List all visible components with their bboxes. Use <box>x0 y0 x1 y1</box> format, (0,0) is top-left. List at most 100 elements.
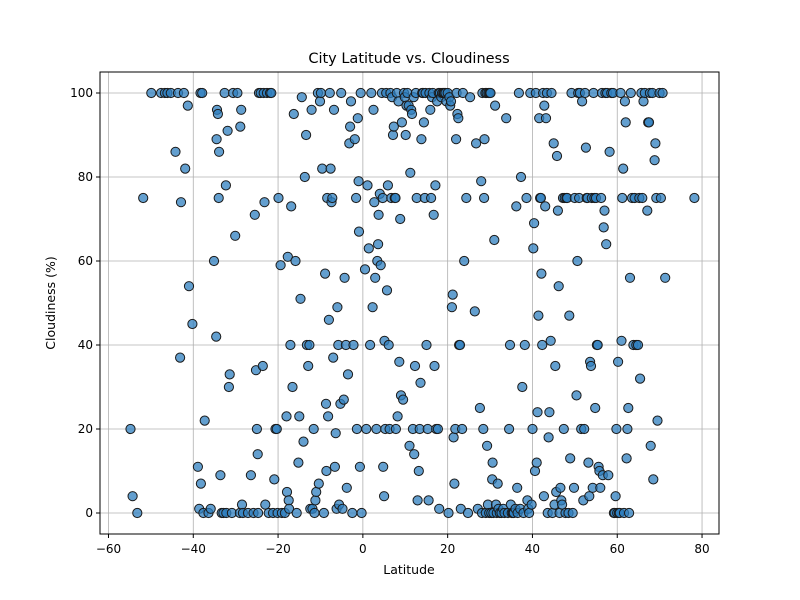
data-point <box>205 503 216 514</box>
data-point <box>232 87 243 99</box>
data-point <box>598 222 609 233</box>
data-point <box>313 478 324 489</box>
data-point <box>617 192 628 204</box>
data-point <box>295 293 306 304</box>
data-point <box>568 482 580 493</box>
x-axis-ticks: −60 −40 −20 0 20 40 60 80 <box>96 534 710 556</box>
data-point <box>257 360 268 372</box>
data-point <box>432 423 443 435</box>
data-point <box>332 302 343 313</box>
data-point <box>330 428 341 439</box>
data-point <box>624 507 635 519</box>
data-point <box>537 339 548 351</box>
y-tick-label: 100 <box>70 86 93 100</box>
data-point <box>388 121 399 132</box>
data-point <box>345 96 357 107</box>
data-point <box>252 449 263 460</box>
data-point <box>501 113 512 124</box>
data-point <box>371 423 382 435</box>
data-point <box>379 491 390 502</box>
data-point <box>459 255 470 267</box>
data-point <box>175 352 186 363</box>
data-point <box>249 209 260 220</box>
plot-frame <box>99 71 720 535</box>
data-point <box>469 306 480 317</box>
data-point <box>553 281 564 292</box>
data-point <box>367 302 378 313</box>
data-point <box>283 495 294 506</box>
y-axis-label: Cloudiness (%) <box>43 256 58 349</box>
data-point <box>457 423 468 435</box>
data-point <box>308 423 319 435</box>
data-point <box>535 192 547 204</box>
data-point <box>515 171 527 183</box>
data-point <box>214 146 225 157</box>
data-point <box>286 201 297 212</box>
data-point <box>409 360 421 372</box>
data-point <box>175 197 187 208</box>
data-point <box>511 201 522 212</box>
data-point <box>366 87 377 99</box>
data-point <box>269 474 280 485</box>
data-point <box>543 432 554 443</box>
data-point <box>224 369 235 380</box>
data-point <box>296 92 307 103</box>
data-point <box>317 163 328 174</box>
data-point <box>583 457 594 468</box>
data-point <box>413 465 424 477</box>
data-point <box>219 87 230 99</box>
data-point <box>351 192 362 204</box>
data-point <box>211 134 222 145</box>
data-point <box>447 289 458 300</box>
data-point <box>616 335 627 346</box>
data-point <box>423 495 434 506</box>
data-point <box>178 87 189 99</box>
data-point <box>192 461 203 472</box>
data-point <box>282 251 293 262</box>
data-point <box>220 180 231 191</box>
data-point <box>211 331 222 342</box>
data-point <box>557 499 568 510</box>
data-point <box>540 201 551 212</box>
data-point <box>621 453 632 464</box>
data-point <box>245 470 256 481</box>
data-point <box>361 423 372 435</box>
data-point <box>339 272 350 283</box>
data-point <box>635 373 646 384</box>
data-point <box>429 360 440 372</box>
data-point <box>125 423 136 435</box>
data-point <box>362 180 373 191</box>
data-point <box>260 499 271 510</box>
data-point <box>422 423 433 435</box>
data-point <box>328 352 339 363</box>
data-point <box>287 381 298 393</box>
data-point <box>365 339 376 351</box>
data-point <box>544 407 555 418</box>
data-point <box>195 478 206 489</box>
data-point <box>373 239 384 250</box>
data-point <box>199 415 210 426</box>
data-point <box>390 423 401 435</box>
data-point <box>655 192 667 204</box>
data-point <box>622 423 633 435</box>
data-point <box>213 192 224 204</box>
data-point <box>323 314 334 325</box>
data-point <box>377 192 388 204</box>
data-point <box>349 134 360 145</box>
x-axis-label: Latitude <box>383 562 435 577</box>
data-point <box>623 402 634 414</box>
data-point <box>479 192 490 204</box>
data-point <box>170 146 181 157</box>
data-point <box>375 260 386 271</box>
data-point <box>351 423 362 435</box>
data-point <box>648 474 659 485</box>
y-tick-label: 20 <box>78 422 93 436</box>
data-point <box>415 377 426 388</box>
data-point <box>342 369 354 380</box>
data-point <box>215 470 226 481</box>
data-point <box>299 171 310 183</box>
data-point <box>492 478 503 489</box>
data-point <box>512 482 523 493</box>
data-point <box>487 457 498 468</box>
data-point <box>345 121 356 132</box>
